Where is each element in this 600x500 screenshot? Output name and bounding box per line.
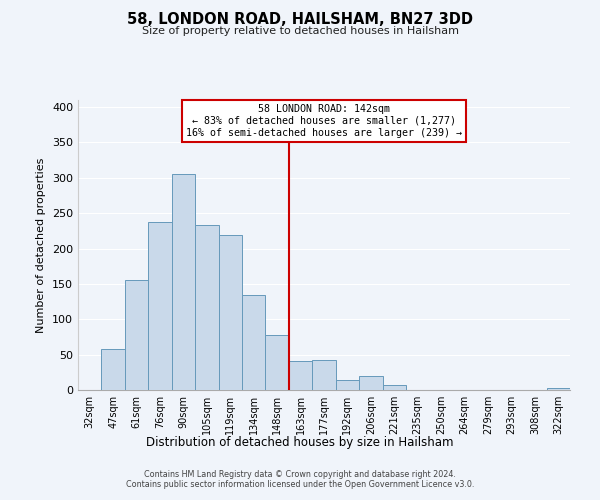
Text: Size of property relative to detached houses in Hailsham: Size of property relative to detached ho…	[142, 26, 458, 36]
Bar	[312, 360, 336, 390]
Bar	[195, 225, 218, 390]
Text: 58, LONDON ROAD, HAILSHAM, BN27 3DD: 58, LONDON ROAD, HAILSHAM, BN27 3DD	[127, 12, 473, 28]
Bar	[547, 388, 570, 390]
Text: 58 LONDON ROAD: 142sqm
← 83% of detached houses are smaller (1,277)
16% of semi-: 58 LONDON ROAD: 142sqm ← 83% of detached…	[186, 104, 462, 138]
Bar	[242, 294, 265, 390]
Bar	[125, 280, 148, 390]
Bar	[359, 376, 383, 390]
Text: Contains HM Land Registry data © Crown copyright and database right 2024.: Contains HM Land Registry data © Crown c…	[144, 470, 456, 479]
Bar	[172, 174, 195, 390]
Bar	[383, 385, 406, 390]
Text: Contains public sector information licensed under the Open Government Licence v3: Contains public sector information licen…	[126, 480, 474, 489]
Bar	[148, 222, 172, 390]
Bar	[101, 349, 125, 390]
Bar	[336, 380, 359, 390]
Y-axis label: Number of detached properties: Number of detached properties	[37, 158, 46, 332]
Bar	[265, 335, 289, 390]
Bar	[289, 361, 312, 390]
Bar	[218, 235, 242, 390]
Text: Distribution of detached houses by size in Hailsham: Distribution of detached houses by size …	[146, 436, 454, 449]
